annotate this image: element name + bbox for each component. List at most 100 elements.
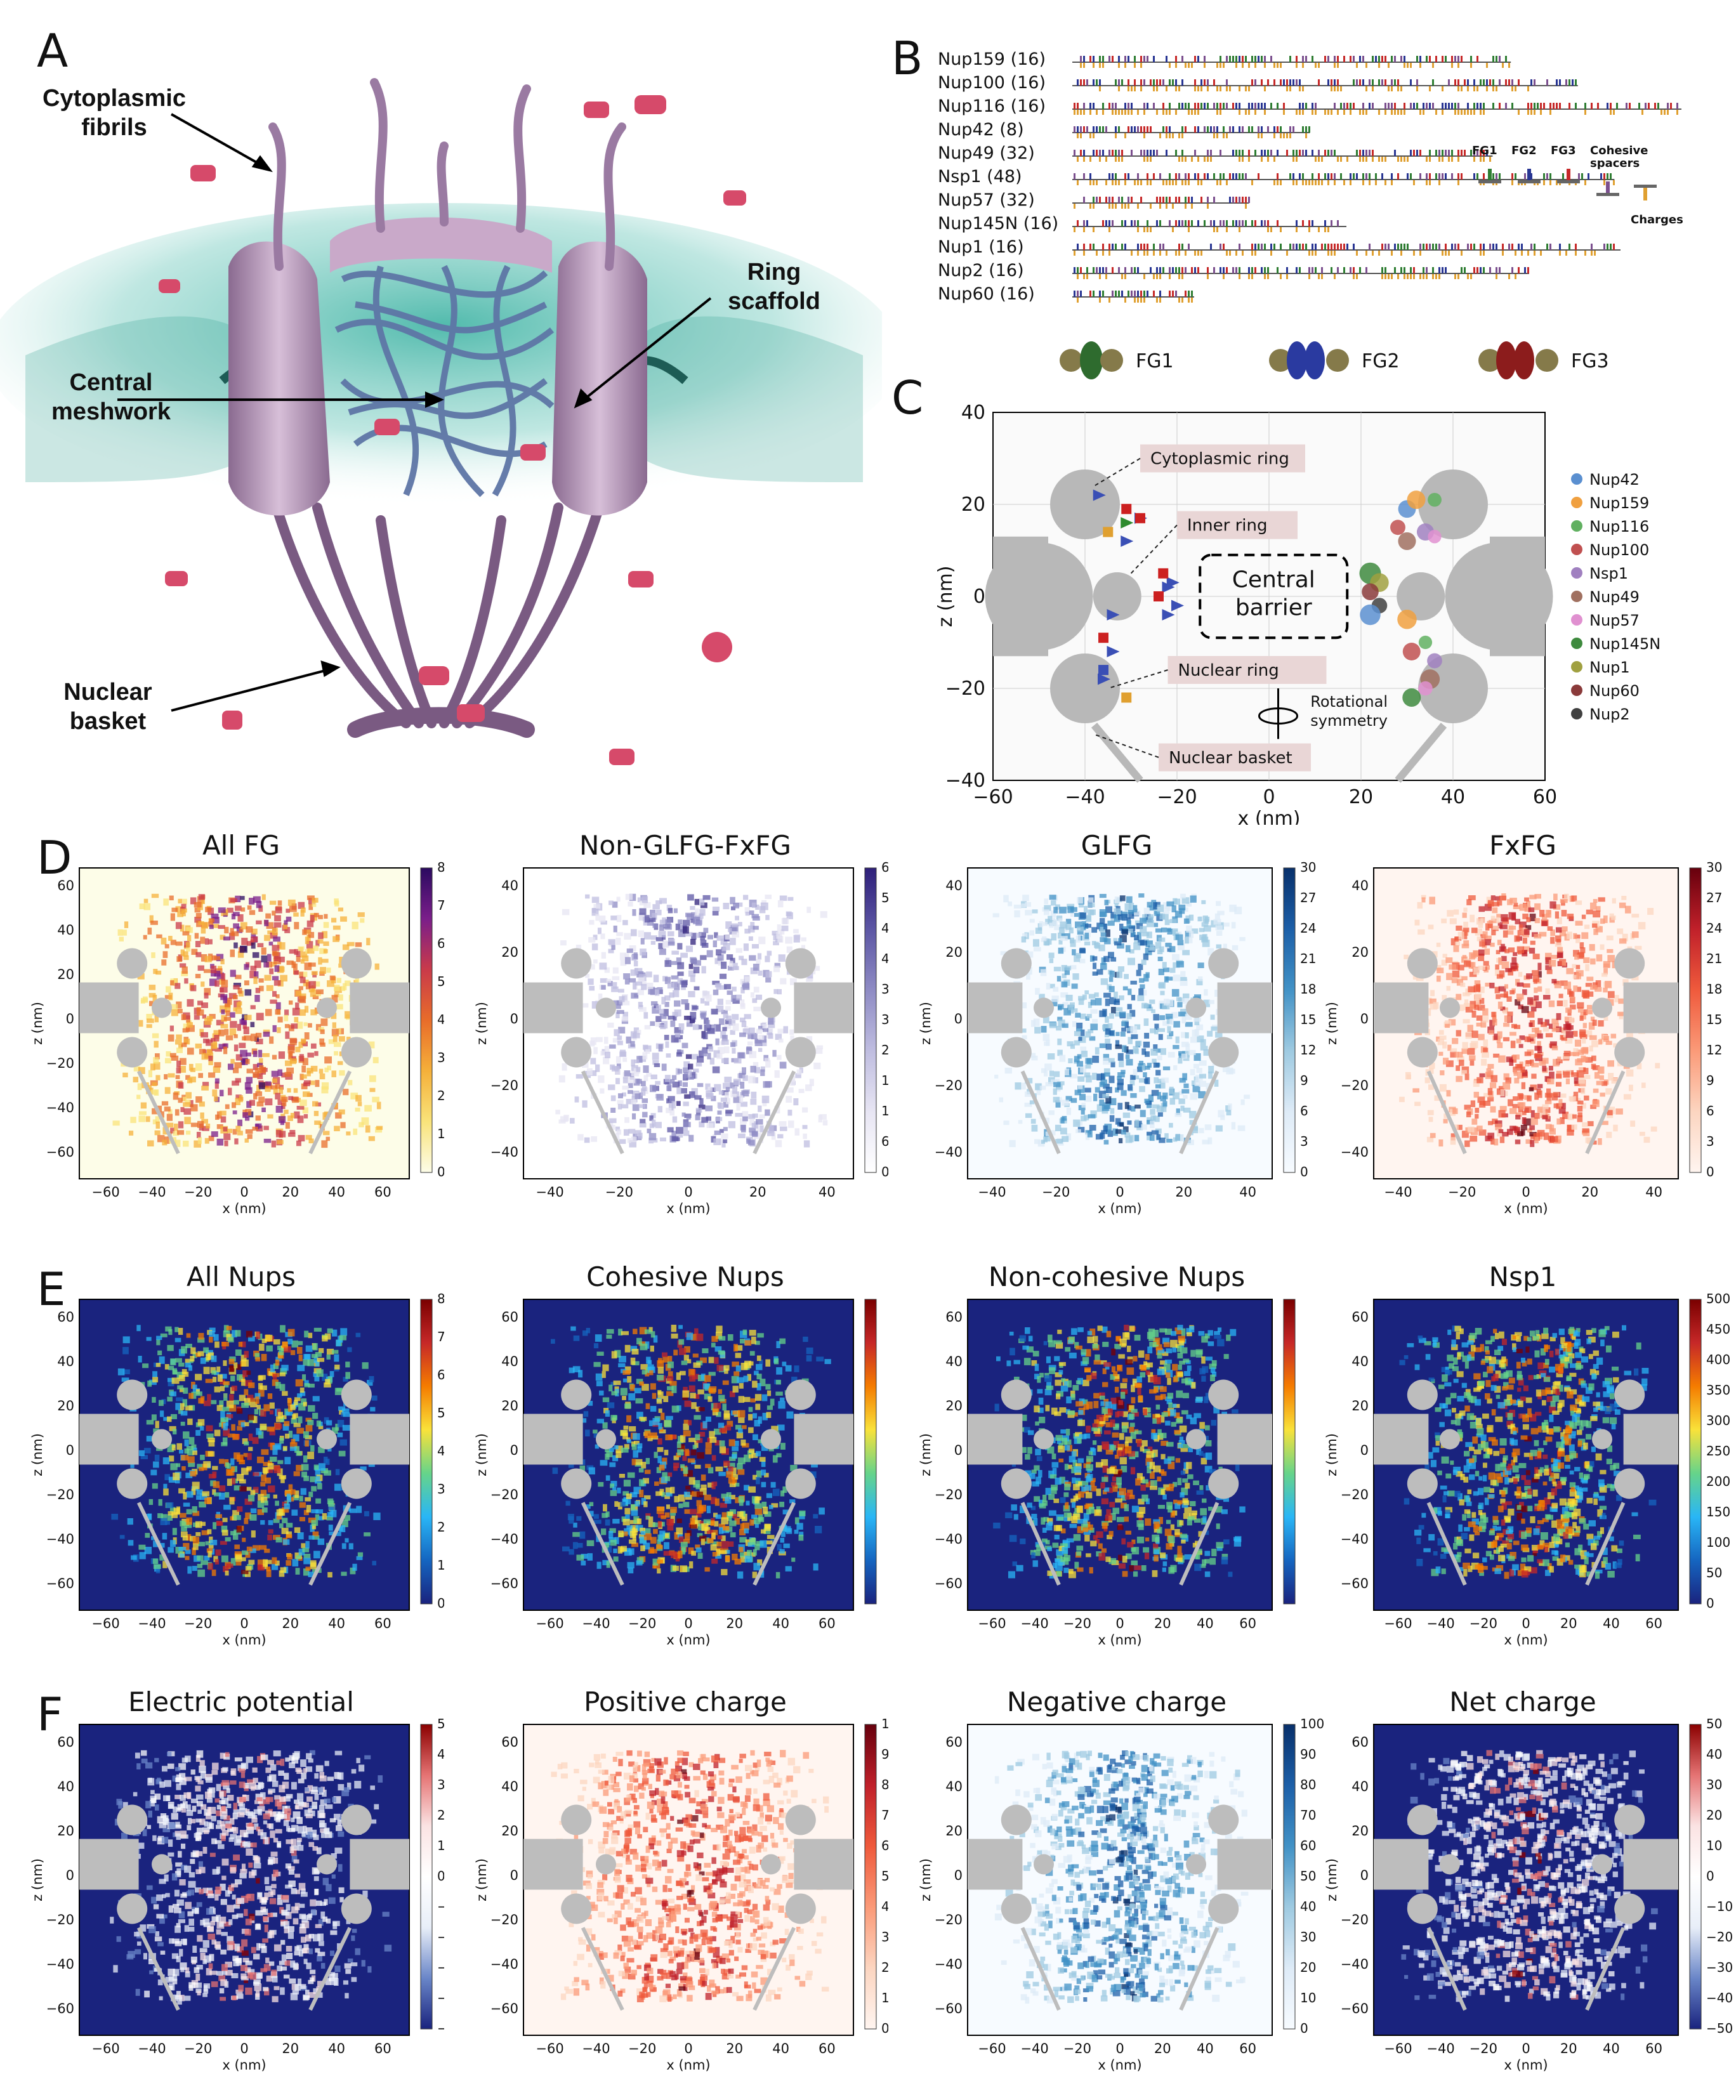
motif-tick — [1143, 56, 1145, 62]
motif-tick — [1442, 150, 1443, 156]
charge-tick — [1346, 157, 1348, 162]
y-tick-label: 20 — [945, 945, 963, 960]
motif-tick — [1242, 150, 1244, 156]
y-tick-label: −20 — [945, 678, 985, 700]
charge-tick — [1591, 251, 1593, 256]
colorbar-tick-label: 0 — [437, 1164, 444, 1179]
motif-tick — [1334, 56, 1336, 62]
motif-tick — [1147, 291, 1148, 297]
charge-tick — [1407, 157, 1409, 162]
charge-tick — [1438, 180, 1440, 185]
y-tick-label: 20 — [945, 1823, 963, 1839]
motif-tick — [1083, 244, 1085, 250]
charge-tick — [1442, 110, 1443, 115]
motif-tick — [1372, 56, 1374, 62]
charge-tick — [1318, 157, 1320, 162]
colorbar-tick-label: 3 — [1706, 1134, 1714, 1149]
motif-tick — [1397, 244, 1399, 250]
charge-tick — [1223, 133, 1225, 138]
motif-tick — [1346, 103, 1348, 109]
x-tick-label: 0 — [684, 1616, 692, 1631]
colorbar-tick-label: 60 — [1300, 1838, 1316, 1853]
motif-tick — [1267, 267, 1269, 273]
fg-motif-label: FG3 — [1571, 350, 1609, 372]
motif-tick — [1289, 79, 1291, 86]
charge-tick — [1137, 298, 1139, 303]
motif-tick — [1429, 173, 1431, 180]
motif-tick — [1283, 103, 1285, 109]
motif-tick — [1169, 173, 1171, 180]
motif-tick — [1480, 267, 1482, 273]
charge-tick — [1280, 133, 1282, 138]
motif-tick — [1229, 173, 1231, 180]
motif-tick — [1235, 173, 1237, 180]
motif-tick — [1546, 244, 1548, 250]
motif-tick — [1074, 267, 1075, 273]
motif-tick — [1413, 150, 1415, 156]
x-tick-label: 60 — [819, 2041, 836, 2056]
motif-tick — [1273, 79, 1275, 86]
colorbar-tick-label: −1 — [437, 1899, 444, 1914]
motif-tick — [1435, 173, 1437, 180]
motif-tick — [1128, 291, 1129, 297]
charge-tick — [1077, 133, 1079, 138]
motif-tick — [1467, 244, 1469, 250]
motif-tick — [1429, 244, 1431, 250]
charge-tick — [1261, 157, 1263, 162]
motif-tick — [1318, 173, 1320, 180]
motif-tick — [1404, 267, 1405, 273]
motif-tick — [1416, 56, 1418, 62]
motif-tick — [1292, 79, 1294, 86]
legend-marker — [1571, 567, 1582, 579]
motif-tick — [1362, 150, 1364, 156]
charge-tick — [1270, 251, 1272, 256]
motif-tick — [1197, 173, 1199, 180]
motif-tick — [1235, 197, 1237, 203]
charge-tick — [1077, 274, 1079, 279]
x-tick-label: 20 — [726, 2041, 743, 2056]
motif-tick — [1369, 79, 1371, 86]
colorbar-tick-label: 800 — [437, 1291, 444, 1306]
charge-tick — [1480, 251, 1482, 256]
motif-tick — [1147, 220, 1148, 226]
x-tick-label: −40 — [582, 2041, 610, 2056]
anchor-marker — [1362, 583, 1379, 600]
charge-tick — [1296, 110, 1298, 115]
motif-tick — [1074, 126, 1075, 133]
charge-tick — [1093, 133, 1095, 138]
colorbar-tick-label: 6 — [1706, 1103, 1714, 1119]
motif-tick — [1343, 103, 1345, 109]
motif-tick — [1077, 103, 1079, 109]
motif-tick — [1426, 267, 1428, 273]
motif-tick — [1153, 150, 1155, 156]
fg-motif-glyph: FG1 — [1060, 341, 1174, 379]
motif-tick — [1226, 267, 1228, 273]
motif-tick — [1286, 79, 1288, 86]
charge-tick — [1216, 86, 1218, 91]
motif-tick — [1093, 126, 1095, 133]
x-tick-label: −40 — [536, 1185, 563, 1200]
motif-tick — [1121, 79, 1123, 86]
motif-tick — [1277, 267, 1279, 273]
motif-tick — [1121, 197, 1123, 203]
charge-tick — [1185, 204, 1187, 209]
motif-tick — [1242, 56, 1244, 62]
motif-tick — [1188, 173, 1190, 180]
legend-marker — [1571, 497, 1582, 508]
motif-tick — [1492, 244, 1494, 250]
motif-tick — [1112, 173, 1114, 180]
motif-tick — [1505, 103, 1507, 109]
charge-tick — [1096, 251, 1098, 256]
legend-label: Nup1 — [1589, 659, 1630, 676]
charge-tick — [1378, 157, 1380, 162]
motif-tick — [1318, 150, 1320, 156]
charge-tick — [1321, 180, 1323, 185]
charge-tick — [1356, 63, 1358, 68]
charge-tick — [1235, 63, 1237, 68]
motif-tick — [1112, 56, 1114, 62]
charge-tick — [1359, 110, 1361, 115]
colorbar-tick-label: 0 — [881, 1164, 888, 1179]
anchor-marker — [1158, 568, 1168, 579]
